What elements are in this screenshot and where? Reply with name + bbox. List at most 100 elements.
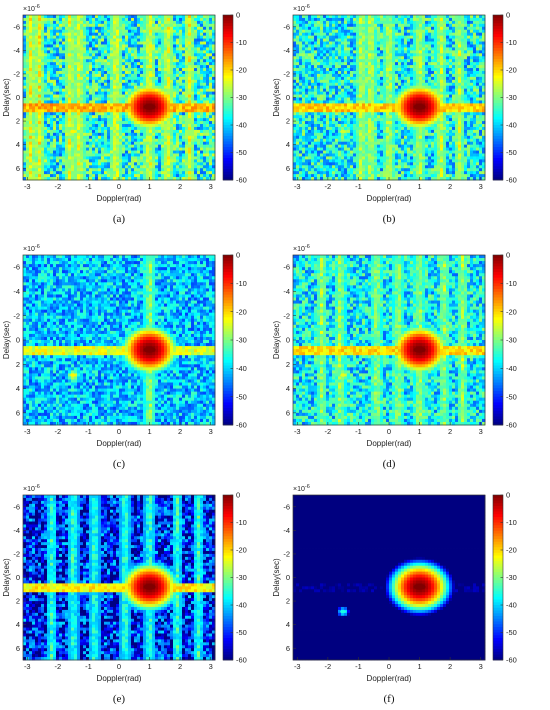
heatmap-cell [62,136,65,139]
heatmap-cell [164,24,167,27]
heatmap-cell [119,53,122,56]
heatmap-cell [62,174,65,177]
heatmap-cell [71,24,74,27]
heatmap-cell [149,89,152,92]
heatmap-cell [356,159,359,162]
heatmap-cell [101,168,104,171]
heatmap-cell [173,156,176,159]
heatmap-cell [347,100,350,103]
heatmap-cell [62,80,65,83]
heatmap-cell [161,86,164,89]
heatmap-cell [191,130,194,133]
heatmap-cell [296,68,299,71]
heatmap-cell [146,130,149,133]
heatmap-cell [119,44,122,47]
heatmap-cell [200,118,203,121]
heatmap-cell [311,145,314,148]
heatmap-cell [182,162,185,165]
heatmap-cell [146,127,149,130]
heatmap-cell [152,89,155,92]
heatmap-cell [299,151,302,154]
heatmap-cell [35,145,38,148]
heatmap-cell [62,30,65,33]
heatmap-cell [359,171,362,174]
heatmap-cell [44,151,47,154]
heatmap-cell [350,36,353,39]
heatmap-cell [149,42,152,45]
heatmap-cell [203,112,206,115]
heatmap-cell [86,127,89,130]
heatmap-cell [176,65,179,68]
heatmap-cell [167,15,170,18]
heatmap-cell [53,98,56,101]
heatmap-cell [155,83,158,86]
colorbar-segment [223,169,233,172]
heatmap-cell [200,92,203,95]
heatmap-cell [128,86,131,89]
heatmap-cell [353,142,356,145]
heatmap-cell [344,151,347,154]
heatmap-cell [44,18,47,21]
heatmap-cell [296,171,299,174]
heatmap-cell [35,50,38,53]
heatmap-cell [65,56,68,59]
heatmap-cell [107,59,110,62]
heatmap-cell [101,71,104,74]
heatmap-cell [155,39,158,42]
heatmap-cell [110,80,113,83]
heatmap-cell [206,89,209,92]
heatmap-cell [131,98,134,101]
heatmap-cell [119,68,122,71]
heatmap-cell [128,42,131,45]
heatmap-cell [122,39,125,42]
heatmap-cell [344,95,347,98]
heatmap-cell [47,27,50,30]
heatmap-cell [299,121,302,124]
heatmap-cell [74,139,77,142]
heatmap-cell [89,103,92,106]
heatmap-cell [305,171,308,174]
heatmap-cell [161,156,164,159]
heatmap-cell [305,21,308,24]
heatmap-cell [341,59,344,62]
heatmap-cell [188,77,191,80]
heatmap-cell [314,109,317,112]
heatmap-cell [335,80,338,83]
heatmap-cell [197,127,200,130]
heatmap-cell [179,106,182,109]
heatmap-cell [26,68,29,71]
heatmap-cell [146,44,149,47]
heatmap-cell [338,39,341,42]
heatmap-cell [347,168,350,171]
heatmap-cell [293,53,296,56]
heatmap-cell [92,95,95,98]
heatmap-cell [38,151,41,154]
heatmap-cell [314,47,317,50]
heatmap-cell [65,44,68,47]
heatmap-cell [77,74,80,77]
heatmap-cell [134,103,137,106]
heatmap-cell [62,59,65,62]
heatmap-cell [164,112,167,115]
heatmap-cell [122,148,125,151]
heatmap-cell [188,165,191,168]
heatmap-cell [317,39,320,42]
heatmap-cell [299,139,302,142]
heatmap-cell [161,130,164,133]
heatmap-cell [317,30,320,33]
heatmap-cell [47,174,50,177]
heatmap-cell [161,83,164,86]
heatmap-cell [128,115,131,118]
heatmap-cell [335,174,338,177]
heatmap-cell [320,47,323,50]
heatmap-cell [98,165,101,168]
heatmap-cell [71,95,74,98]
heatmap-cell [92,89,95,92]
heatmap-cell [29,115,32,118]
heatmap-cell [158,83,161,86]
heatmap-cell [110,65,113,68]
heatmap-cell [98,18,101,21]
heatmap-cell [44,59,47,62]
heatmap-cell [86,80,89,83]
heatmap-cell [341,109,344,112]
